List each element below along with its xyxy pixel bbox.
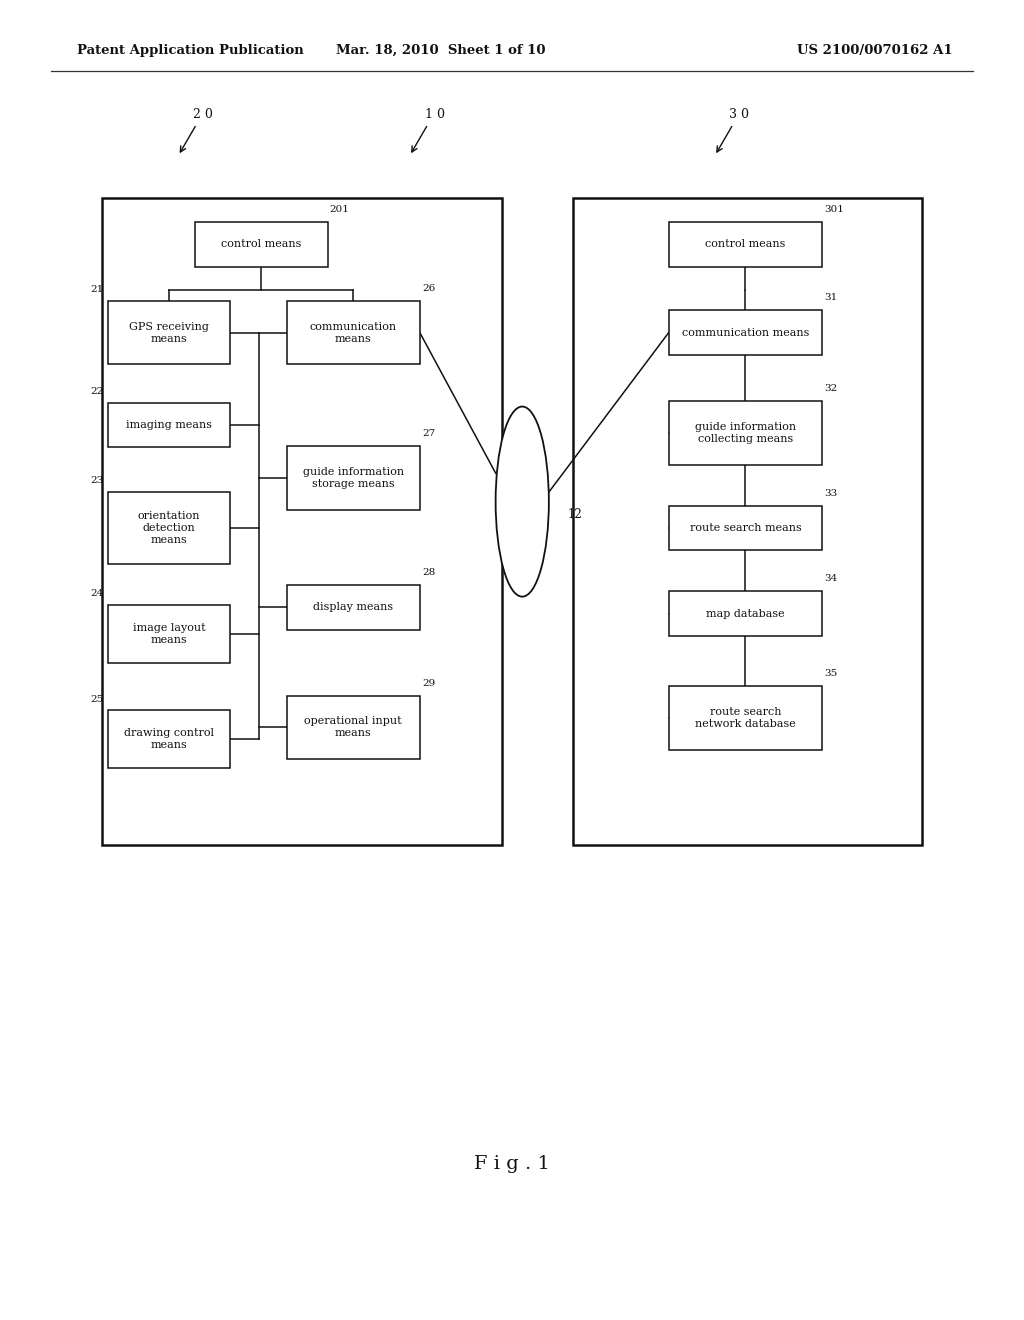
Text: orientation
detection
means: orientation detection means <box>137 511 201 545</box>
FancyBboxPatch shape <box>108 710 230 768</box>
Text: 3 0: 3 0 <box>729 108 750 121</box>
Text: F i g . 1: F i g . 1 <box>474 1155 550 1173</box>
Ellipse shape <box>496 407 549 597</box>
Text: 26: 26 <box>422 284 435 293</box>
FancyBboxPatch shape <box>573 198 922 845</box>
Text: display means: display means <box>313 602 393 612</box>
FancyBboxPatch shape <box>108 491 230 565</box>
Text: operational input
means: operational input means <box>304 717 402 738</box>
Text: map database: map database <box>707 609 784 619</box>
Text: route search means: route search means <box>689 523 802 533</box>
Text: GPS receiving
means: GPS receiving means <box>129 322 209 343</box>
Text: 301: 301 <box>824 205 844 214</box>
Text: 33: 33 <box>824 488 838 498</box>
Text: 27: 27 <box>422 429 435 438</box>
Text: Mar. 18, 2010  Sheet 1 of 10: Mar. 18, 2010 Sheet 1 of 10 <box>336 44 545 57</box>
Text: communication means: communication means <box>682 327 809 338</box>
Text: Patent Application Publication: Patent Application Publication <box>77 44 303 57</box>
FancyBboxPatch shape <box>287 301 420 364</box>
Text: control means: control means <box>221 239 301 249</box>
Text: 28: 28 <box>422 568 435 577</box>
Text: 25: 25 <box>90 694 103 704</box>
Text: 23: 23 <box>90 477 103 486</box>
Text: 24: 24 <box>90 589 103 598</box>
Text: 2 0: 2 0 <box>193 108 212 121</box>
Text: drawing control
means: drawing control means <box>124 729 214 750</box>
FancyBboxPatch shape <box>195 222 328 267</box>
FancyBboxPatch shape <box>287 696 420 759</box>
Text: US 2100/0070162 A1: US 2100/0070162 A1 <box>797 44 952 57</box>
Text: route search
network database: route search network database <box>695 708 796 729</box>
Text: communication
means: communication means <box>309 322 397 343</box>
FancyBboxPatch shape <box>669 222 822 267</box>
FancyBboxPatch shape <box>287 585 420 630</box>
Text: control means: control means <box>706 239 785 249</box>
Text: guide information
storage means: guide information storage means <box>303 467 403 488</box>
FancyBboxPatch shape <box>669 310 822 355</box>
FancyBboxPatch shape <box>669 686 822 750</box>
Text: image layout
means: image layout means <box>133 623 205 644</box>
Text: 35: 35 <box>824 669 838 678</box>
Text: imaging means: imaging means <box>126 420 212 430</box>
Text: 31: 31 <box>824 293 838 302</box>
FancyBboxPatch shape <box>669 401 822 465</box>
Text: 34: 34 <box>824 574 838 583</box>
Text: 22: 22 <box>90 387 103 396</box>
Text: 1 0: 1 0 <box>425 108 445 121</box>
FancyBboxPatch shape <box>102 198 502 845</box>
FancyBboxPatch shape <box>669 506 822 550</box>
Text: 201: 201 <box>330 205 349 214</box>
FancyBboxPatch shape <box>108 403 230 447</box>
Text: 21: 21 <box>90 285 103 294</box>
Text: 29: 29 <box>422 678 435 688</box>
Text: 32: 32 <box>824 384 838 393</box>
FancyBboxPatch shape <box>669 591 822 636</box>
Text: 12: 12 <box>567 508 582 521</box>
FancyBboxPatch shape <box>287 446 420 510</box>
FancyBboxPatch shape <box>108 605 230 663</box>
FancyBboxPatch shape <box>108 301 230 364</box>
Text: guide information
collecting means: guide information collecting means <box>695 422 796 444</box>
